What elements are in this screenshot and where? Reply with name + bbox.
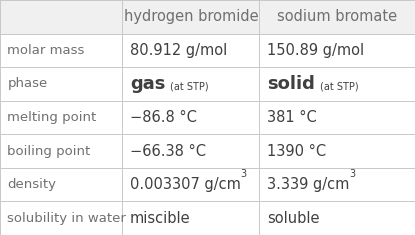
Text: melting point: melting point [7,111,97,124]
Text: solubility in water: solubility in water [7,212,126,225]
Text: (at STP): (at STP) [320,81,358,91]
Text: phase: phase [7,77,48,90]
Text: 3: 3 [349,169,355,179]
Text: density: density [7,178,56,191]
Text: 1390 °C: 1390 °C [267,144,326,159]
Text: 3.339 g/cm: 3.339 g/cm [267,177,349,192]
Bar [0,0,415,34]
Text: solid: solid [267,75,315,93]
Bar [0,101,415,134]
Text: gas: gas [130,75,165,93]
Text: sodium bromate: sodium bromate [277,9,397,24]
Text: −86.8 °C: −86.8 °C [130,110,197,125]
Text: (at STP): (at STP) [170,81,209,91]
Bar [0,67,415,101]
Bar [0,34,415,67]
Text: −66.38 °C: −66.38 °C [130,144,206,159]
Text: miscible: miscible [130,211,190,226]
Text: hydrogen bromide: hydrogen bromide [124,9,258,24]
Text: 150.89 g/mol: 150.89 g/mol [267,43,364,58]
Text: boiling point: boiling point [7,145,91,158]
Bar [0,168,415,201]
Text: 381 °C: 381 °C [267,110,317,125]
Text: 3: 3 [241,169,247,179]
Bar [0,201,415,235]
Bar [0,134,415,168]
Text: soluble: soluble [267,211,320,226]
Text: 0.003307 g/cm: 0.003307 g/cm [130,177,241,192]
Text: 80.912 g/mol: 80.912 g/mol [130,43,227,58]
Text: molar mass: molar mass [7,44,85,57]
